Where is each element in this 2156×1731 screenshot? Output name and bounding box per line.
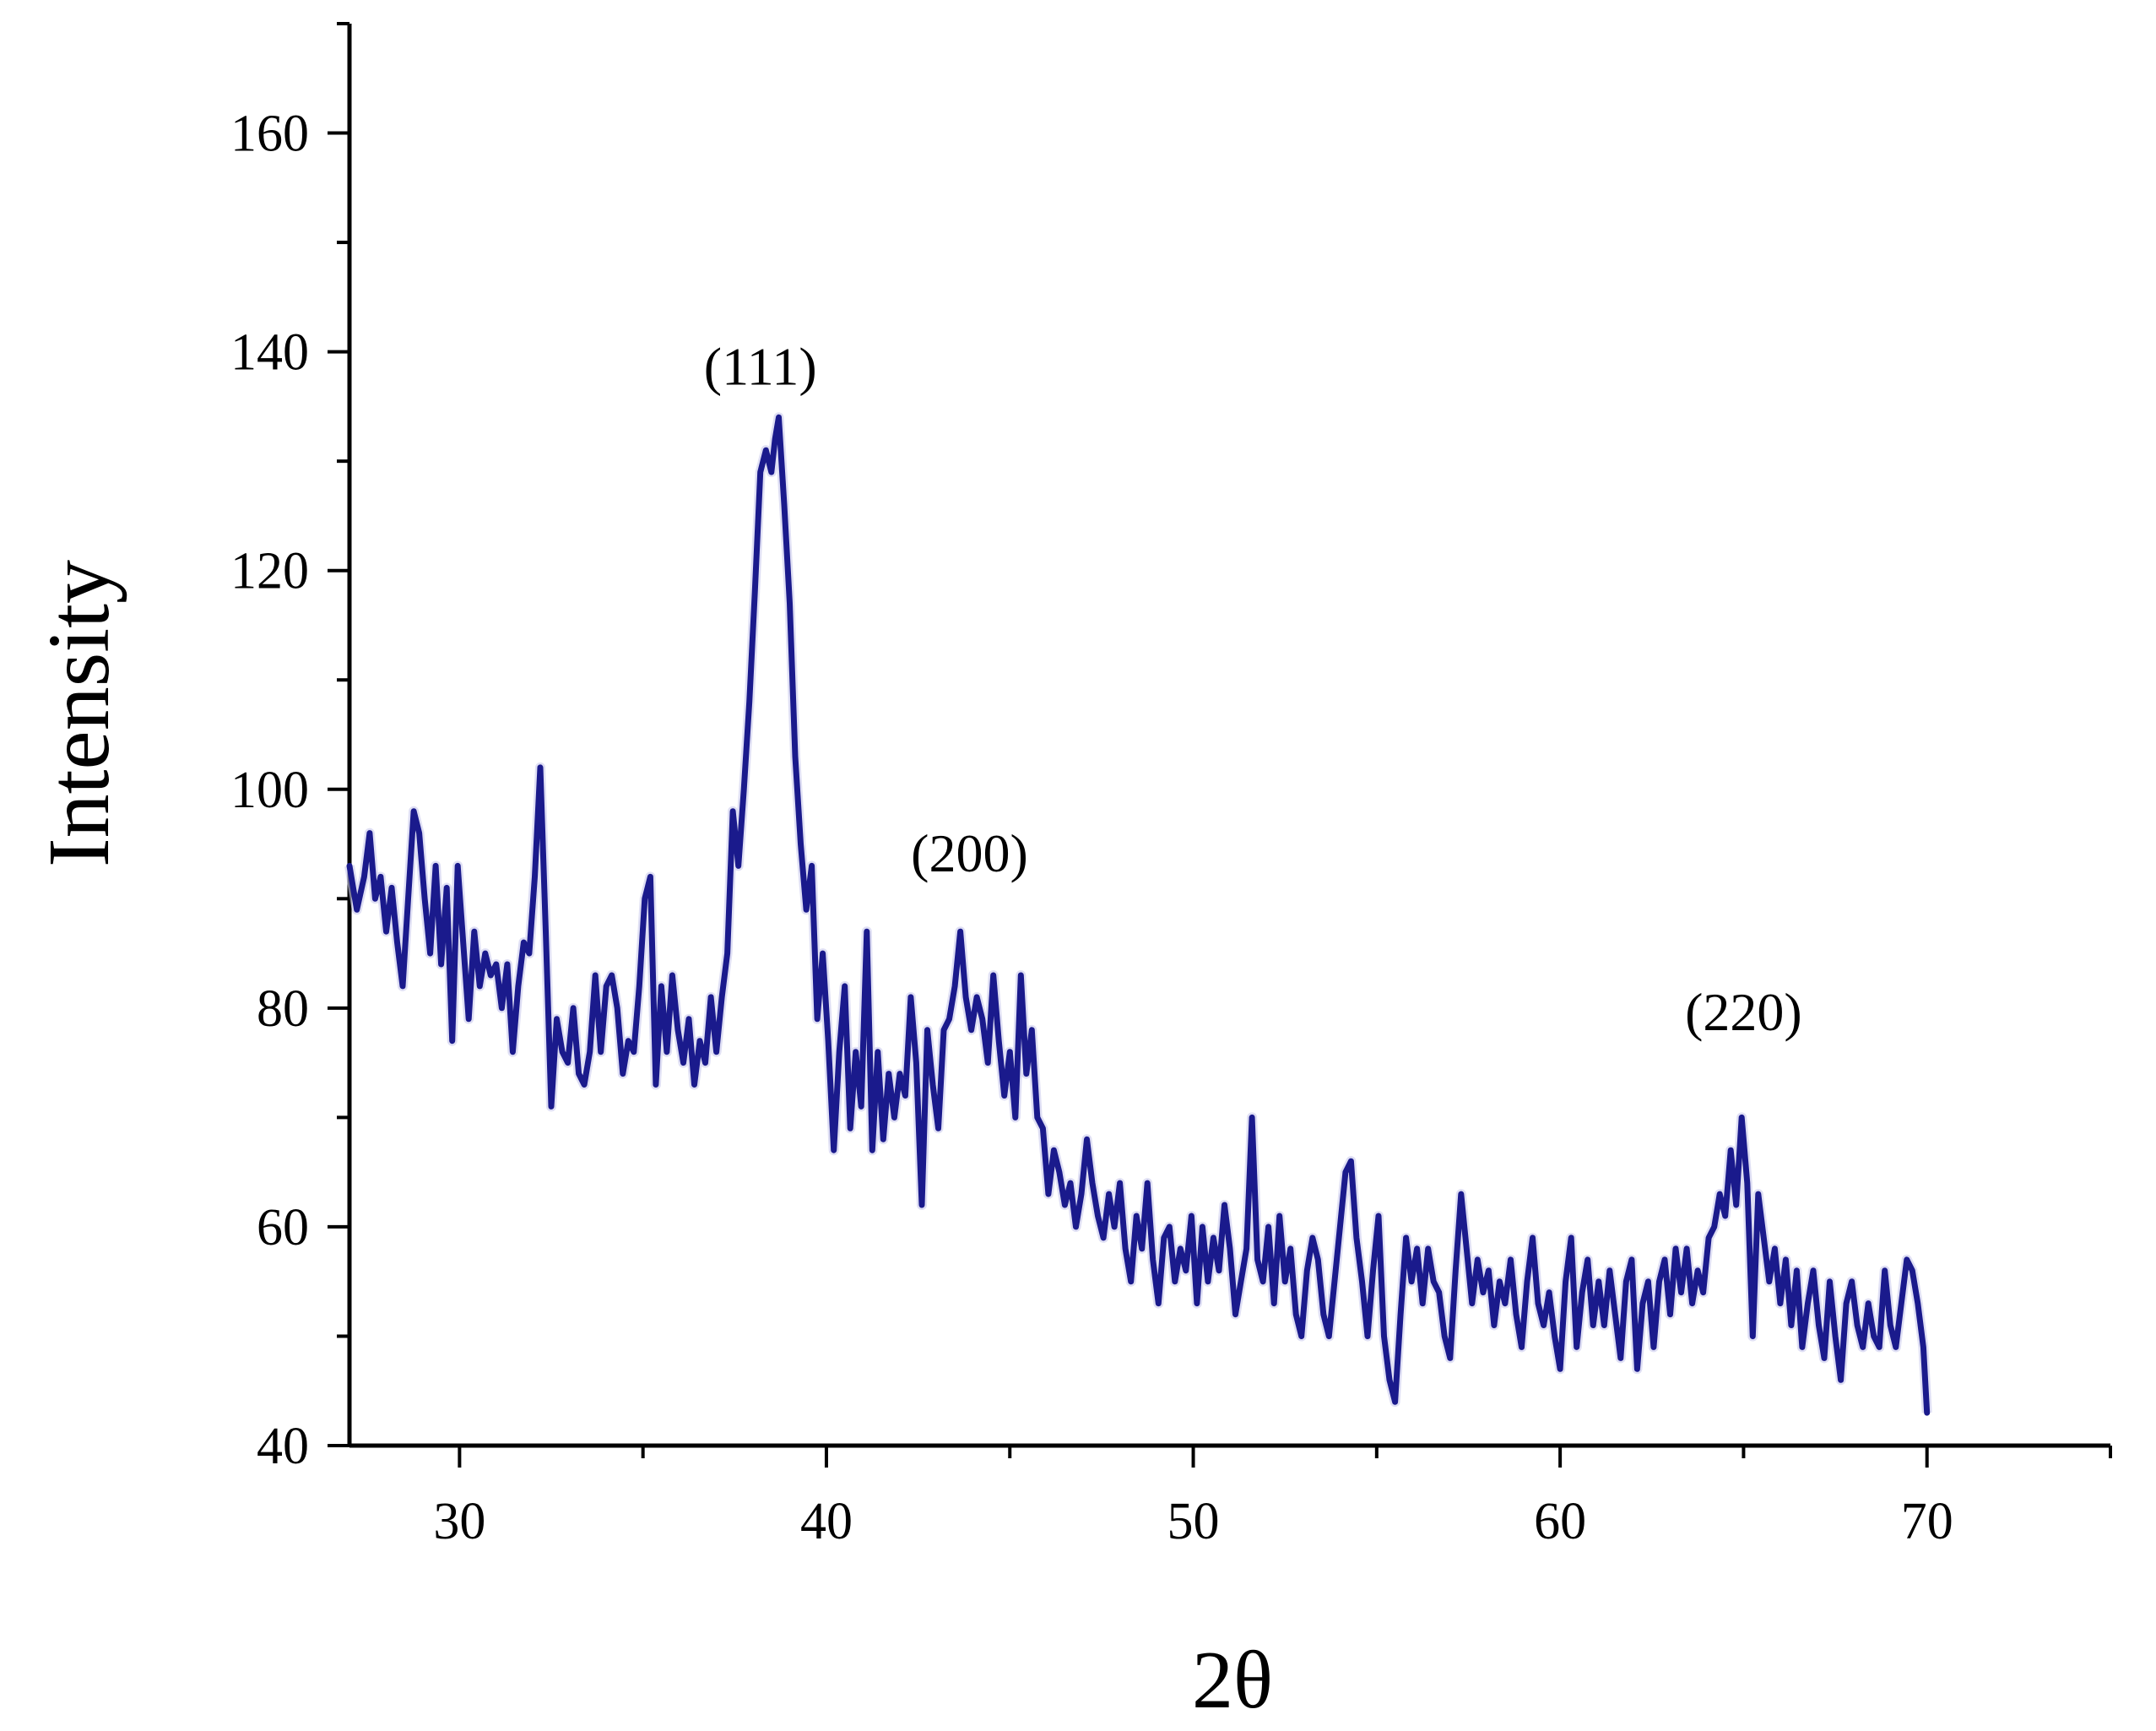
x-axis-title: 2θ [1192, 1635, 1273, 1726]
peak-label: (220) [1685, 982, 1802, 1042]
x-tick-label: 50 [1167, 1493, 1220, 1550]
y-tick-label: 100 [230, 762, 309, 819]
x-tick-label: 70 [1901, 1493, 1953, 1550]
x-tick-label: 40 [800, 1493, 853, 1550]
y-axis: 40 60 80 100 120 140 160 [230, 22, 352, 1475]
y-tick-label: 160 [230, 106, 309, 163]
x-tick-label: 30 [433, 1493, 485, 1550]
y-axis-title: Intensity [30, 560, 127, 867]
series-line [346, 414, 1931, 1416]
peak-label: (111) [704, 336, 817, 396]
y-tick-label: 80 [257, 980, 309, 1038]
x-tick-label: 60 [1534, 1493, 1586, 1550]
y-tick-label: 60 [257, 1199, 309, 1256]
y-tick-label: 140 [230, 324, 309, 382]
y-tick-label: 40 [257, 1418, 309, 1475]
series-area [344, 412, 1932, 1416]
y-tick-label: 120 [230, 543, 309, 600]
x-axis: 30 40 50 60 70 [349, 1443, 2112, 1550]
peak-label: (200) [911, 823, 1028, 883]
peak-annotations: (111) (200) (220) [704, 336, 1802, 1041]
